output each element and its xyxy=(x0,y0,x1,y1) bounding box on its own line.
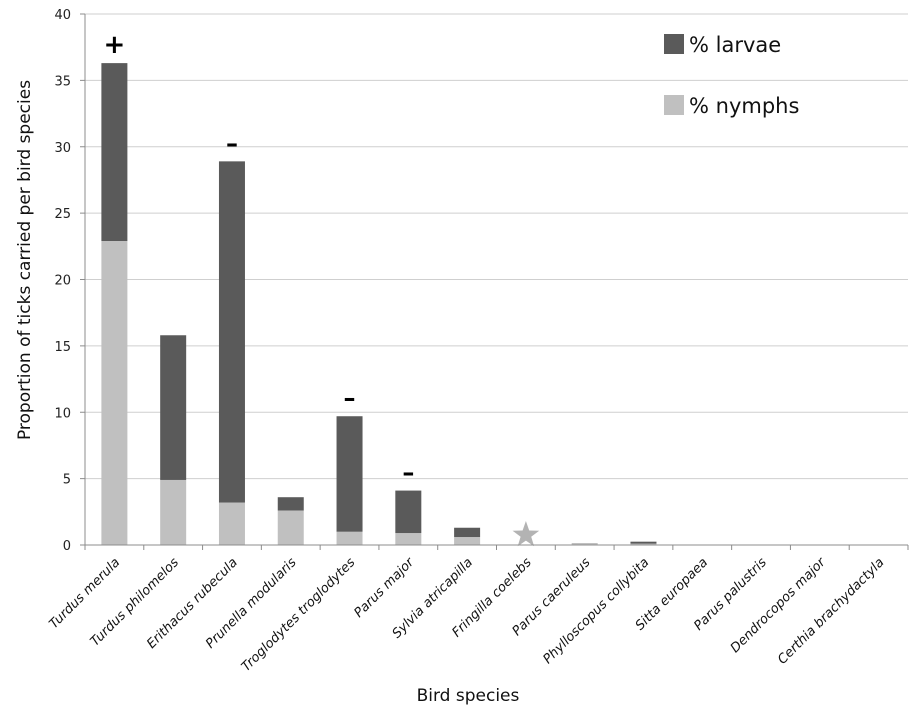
x-axis-title: Bird species xyxy=(417,686,520,706)
y-tick-label: 20 xyxy=(54,274,71,289)
significance-minus: – xyxy=(226,129,238,157)
legend: % larvae % nymphs xyxy=(664,33,799,118)
y-tick-label: 10 xyxy=(54,406,71,421)
x-category-label: Troglodytes troglodytes xyxy=(239,555,359,675)
bar-segment xyxy=(336,416,363,532)
y-tick-label: 40 xyxy=(54,8,71,23)
bar-segment xyxy=(218,161,245,503)
y-axis-title: Proportion of ticks carried per bird spe… xyxy=(15,80,35,440)
significance-minus: – xyxy=(402,459,414,487)
bar-segment xyxy=(454,537,481,545)
bar-segment xyxy=(630,543,657,545)
bar-segment xyxy=(277,497,304,511)
significance-plus: + xyxy=(103,30,125,60)
significance-minus: – xyxy=(344,384,356,412)
legend-swatch xyxy=(664,34,684,54)
bar-segment xyxy=(336,531,363,545)
legend-label: % nymphs xyxy=(689,94,799,118)
x-category-label: Parus major xyxy=(351,554,418,621)
bar-segment xyxy=(101,63,128,242)
y-tick-label: 35 xyxy=(54,74,71,89)
bar-segment xyxy=(218,502,245,545)
legend-label: % larvae xyxy=(689,33,781,57)
y-tick-label: 30 xyxy=(54,141,71,156)
y-tick-label: 25 xyxy=(54,207,71,222)
bar-segment xyxy=(160,479,187,545)
bar-segment xyxy=(395,490,422,534)
annotations: + – – – xyxy=(103,30,540,547)
x-category-label: Phylloscopus collybita xyxy=(540,555,652,667)
bar-segment xyxy=(630,541,657,544)
bar-segment xyxy=(454,527,481,538)
bar-segment xyxy=(160,335,187,480)
bar-segment xyxy=(395,533,422,545)
bar-segment xyxy=(571,543,598,545)
bars xyxy=(101,63,657,545)
y-tick-label: 5 xyxy=(63,473,71,488)
bar-segment xyxy=(101,241,128,545)
x-category-label: Certhia brachydactyla xyxy=(775,555,887,667)
bar-segment xyxy=(277,510,304,545)
legend-swatch xyxy=(664,95,684,115)
y-tick-label: 15 xyxy=(54,340,71,355)
y-tick-labels: 0 5 10 15 20 25 30 35 40 xyxy=(54,8,71,554)
y-tick-label: 0 xyxy=(63,539,71,554)
star-marker xyxy=(512,521,540,547)
x-category-label: Dendrocopos major xyxy=(728,554,830,656)
